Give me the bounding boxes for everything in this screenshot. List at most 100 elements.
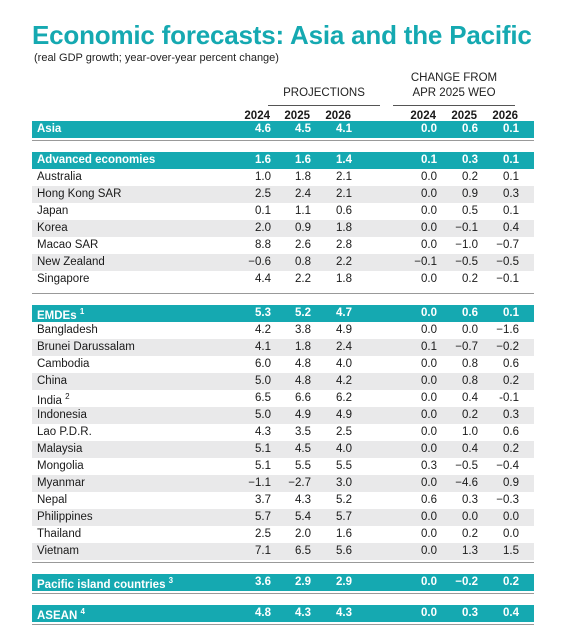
row-label-text: Malaysia [37,443,83,455]
row-label-text: Japan [37,205,69,217]
year-header-2024: 2024 [244,110,270,122]
table-cell: −2.7 [288,477,311,489]
table-cell: 1.4 [336,154,352,166]
table-cell: −0.4 [496,460,519,472]
table-cell: 2.4 [295,188,311,200]
table-cell: 0.0 [421,222,437,234]
table-cell: 0.8 [462,375,478,387]
row-label: Japan [37,205,68,217]
row-label-text: Myanmar [37,477,85,489]
row-label: Hong Kong SAR [37,188,121,200]
row-label-text: Lao P.D.R. [37,426,92,438]
row-label: Australia [37,171,82,183]
change-header-line2: APR 2025 WEO [412,87,496,99]
table-cell: 5.7 [336,511,352,523]
footnote-marker: 1 [79,307,85,316]
table-cell: 0.3 [503,188,519,200]
row-label: Singapore [37,273,89,285]
table-group-row: ASEAN 4 4.8 4.3 4.3 0.0 0.3 0.4 [32,605,534,622]
table-row: Indonesia 5.0 4.9 4.9 0.0 0.2 0.3 [32,407,534,424]
table-cell: −0.1 [455,222,478,234]
table-cell: 4.4 [255,273,271,285]
table-cell: −0.6 [248,256,271,268]
table-cell: 0.9 [503,477,519,489]
table-cell: 4.3 [336,607,352,619]
table-cell: 0.0 [421,392,437,404]
table-cell: 0.3 [462,154,478,166]
table-cell: 0.2 [503,375,519,387]
table-cell: 4.1 [336,123,352,135]
table-cell: 4.2 [336,375,352,387]
row-label-text: India [37,394,62,407]
table-cell: 0.6 [336,205,352,217]
table-cell: 0.2 [462,528,478,540]
table-cell: 0.6 [503,426,519,438]
table-cell: 0.2 [462,273,478,285]
table-cell: 0.0 [421,511,437,523]
table-cell: 0.5 [462,205,478,217]
table-cell: 0.0 [462,324,478,336]
table-cell: 7.1 [255,545,271,557]
table-cell: 0.0 [421,426,437,438]
table-cell: −0.5 [455,460,478,472]
table-cell: 3.7 [255,494,271,506]
table-cell: 2.2 [336,256,352,268]
table-cell: −1.0 [455,239,478,251]
table-cell: 5.6 [336,545,352,557]
table-cell: 5.1 [255,460,271,472]
table-cell: −0.1 [414,256,437,268]
footnote-marker: 3 [168,576,174,585]
table-cell: 5.0 [255,409,271,421]
table-cell: 0.0 [421,307,437,319]
table-cell: 0.4 [503,222,519,234]
table-cell: 3.5 [295,426,311,438]
table-cell: 0.6 [421,494,437,506]
row-label: Vietnam [37,545,79,557]
table-cell: 2.5 [336,426,352,438]
table-cell: 1.6 [336,528,352,540]
table-row: Lao P.D.R. 4.3 3.5 2.5 0.0 1.0 0.6 [32,424,534,441]
row-label: China [37,375,67,387]
table-row: China 5.0 4.8 4.2 0.0 0.8 0.2 [32,373,534,390]
table-cell: 4.1 [255,341,271,353]
row-label: Myanmar [37,477,85,489]
table-row: Bangladesh 4.2 3.8 4.9 0.0 0.0 −1.6 [32,322,534,339]
section-divider [32,562,534,563]
table-cell: 6.5 [295,545,311,557]
table-row: Mongolia 5.1 5.5 5.5 0.3 −0.5 −0.4 [32,458,534,475]
row-label: Pacific island countries 3 [37,576,173,591]
footnote-marker: 4 [80,607,85,616]
row-label-text: Singapore [37,273,90,285]
table-row: Vietnam 7.1 6.5 5.6 0.0 1.3 1.5 [32,543,534,560]
row-label: Nepal [37,494,67,506]
year-header-2026: 2026 [325,110,351,122]
table-cell: 1.3 [462,545,478,557]
table-row: Brunei Darussalam 4.1 1.8 2.4 0.1 −0.7 −0.2 [32,339,534,356]
table-cell: 2.0 [255,222,271,234]
table-cell: 0.2 [503,443,519,455]
table-cell: −0.7 [496,239,519,251]
row-label: Cambodia [37,358,89,370]
table-cell: 2.9 [295,576,311,588]
table-cell: 2.5 [255,528,271,540]
table-cell: 0.6 [503,358,519,370]
table-cell: 0.0 [421,273,437,285]
row-label-text: Advanced economies [37,154,156,166]
row-label: Mongolia [37,460,84,472]
table-cell: 1.5 [503,545,519,557]
row-label: ASEAN 4 [37,607,85,622]
table-cell: 0.0 [421,375,437,387]
table-cell: 0.8 [462,358,478,370]
table-cell: 1.6 [295,154,311,166]
table-cell: 0.0 [421,545,437,557]
row-label: Asia [37,123,61,135]
row-label: Advanced economies [37,154,155,166]
table-cell: 4.5 [295,443,311,455]
table-cell: 6.6 [295,392,311,404]
table-cell: 0.0 [421,239,437,251]
table-cell: 0.6 [462,123,478,135]
table-cell: -0.1 [499,392,519,404]
table-cell: 4.0 [336,358,352,370]
table-cell: 0.1 [503,154,519,166]
table-cell: 4.0 [336,443,352,455]
